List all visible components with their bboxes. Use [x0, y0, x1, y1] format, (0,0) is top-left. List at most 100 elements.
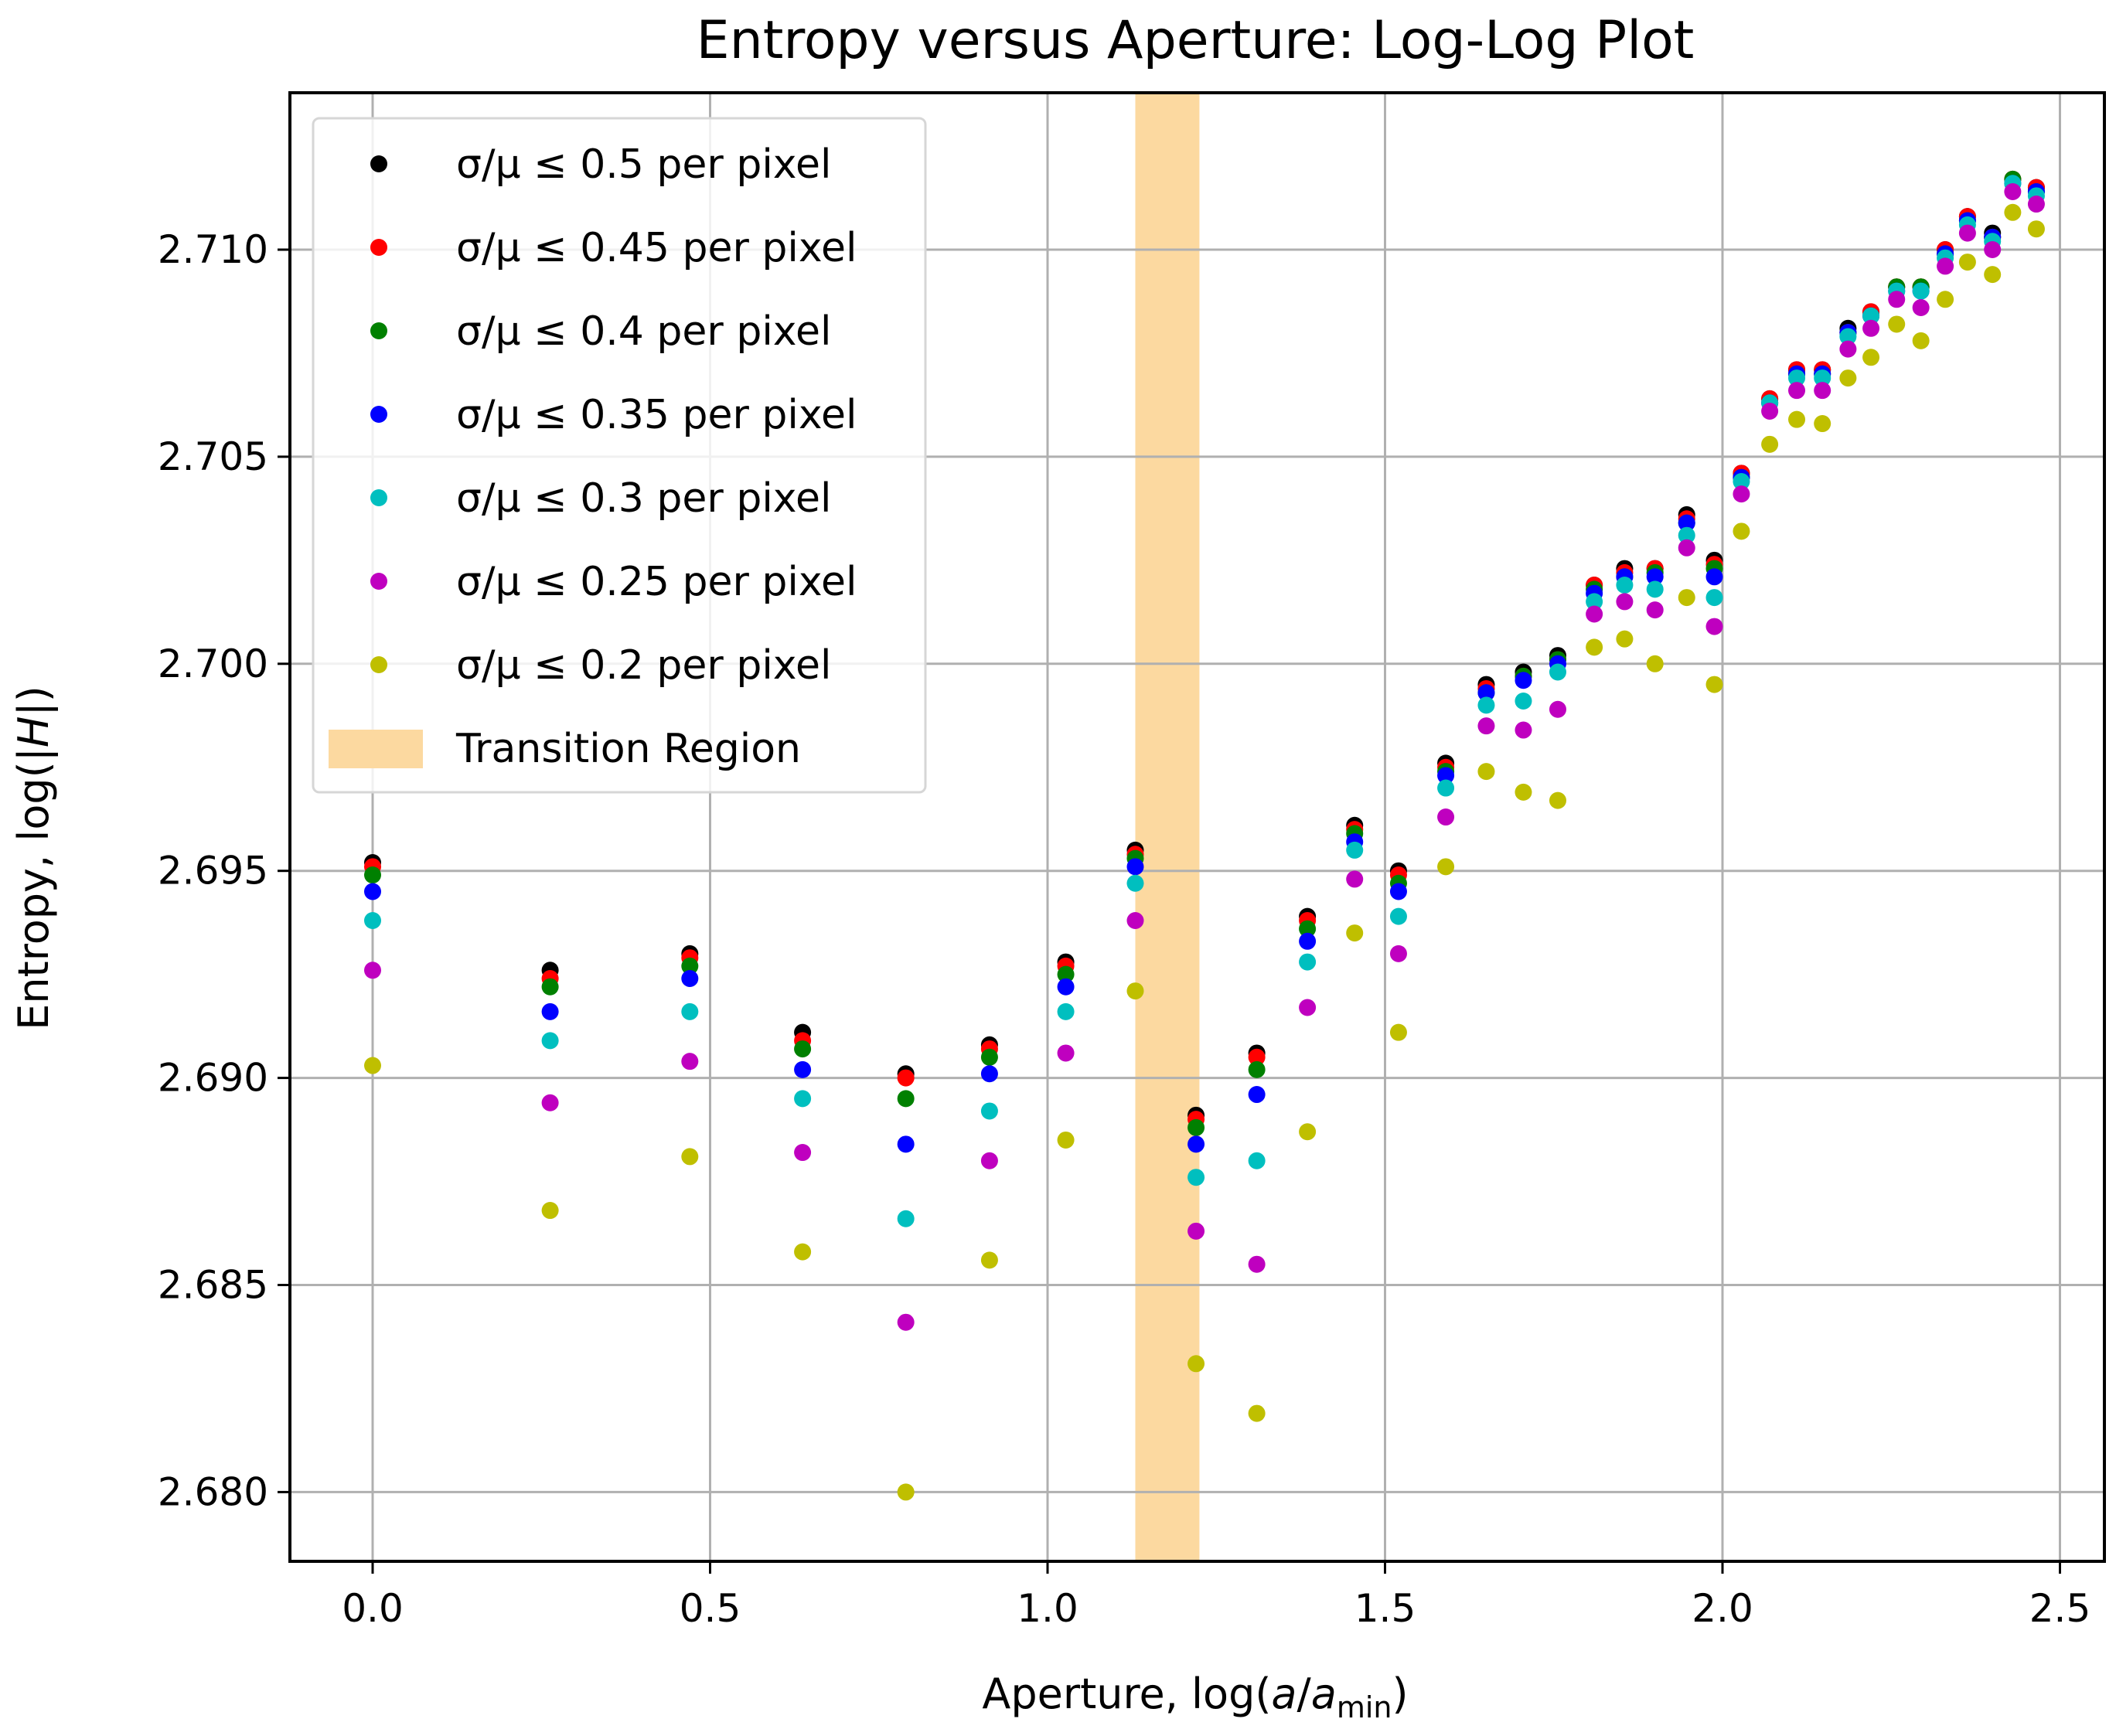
data-point [1705, 676, 1723, 693]
data-point [1705, 568, 1723, 586]
data-point [897, 1210, 915, 1227]
data-point [1477, 717, 1495, 735]
data-point [1888, 315, 1906, 333]
x-tick-label: 0.0 [342, 1586, 404, 1631]
legend-box [312, 117, 927, 794]
data-point [681, 1148, 699, 1166]
x-tick-label: 1.0 [1017, 1586, 1078, 1631]
legend-item: σ/μ ≤ 0.2 per pixel [370, 642, 831, 689]
data-point [897, 1069, 915, 1087]
legend-item: σ/μ ≤ 0.3 per pixel [370, 475, 831, 522]
legend-marker [370, 155, 387, 172]
data-point [1437, 779, 1455, 797]
data-point [1248, 1048, 1266, 1066]
data-point [794, 1040, 812, 1058]
data-point [897, 1090, 915, 1108]
legend-label: σ/μ ≤ 0.25 per pixel [456, 559, 857, 605]
data-point [1888, 291, 1906, 308]
data-point [1814, 382, 1831, 400]
y-axis-label: Entropy, log(|H|) [9, 686, 58, 1030]
axes: 0.0 0.5 1.0 1.5 2.0 2.5 2.680 2.685 2.690 2.695 2.… [158, 91, 2106, 1631]
data-point [1126, 858, 1144, 876]
data-point [1912, 332, 1930, 349]
data-point [1788, 369, 1806, 387]
data-point [1958, 254, 1976, 271]
data-point [364, 962, 381, 979]
data-point [1839, 328, 1857, 345]
data-point [1733, 523, 1750, 540]
data-point [1126, 874, 1144, 892]
data-point [1437, 858, 1455, 876]
data-point [541, 1094, 559, 1111]
data-point [980, 1251, 998, 1269]
y-tick-label: 2.700 [158, 642, 268, 686]
legend-marker [370, 489, 387, 506]
data-point [897, 1483, 915, 1501]
legend-patch [329, 730, 423, 768]
data-point [1477, 696, 1495, 714]
data-point [1586, 605, 1603, 623]
legend-item: σ/μ ≤ 0.35 per pixel [370, 392, 857, 438]
data-point [1733, 473, 1750, 491]
data-point [2027, 220, 2045, 238]
data-point [1389, 1023, 1407, 1041]
data-point [1814, 415, 1831, 433]
data-point [1126, 911, 1144, 929]
legend-label: σ/μ ≤ 0.45 per pixel [456, 225, 857, 271]
data-point [1586, 593, 1603, 611]
data-point [1126, 982, 1144, 1000]
data-point [1187, 1355, 1205, 1373]
legend-label: σ/μ ≤ 0.3 per pixel [456, 475, 831, 522]
data-point [1839, 369, 1857, 387]
data-point [1515, 693, 1532, 710]
data-point [1678, 514, 1695, 532]
data-point [364, 883, 381, 900]
data-point [364, 911, 381, 929]
data-point [794, 1090, 812, 1108]
data-point [1862, 307, 1880, 325]
data-point [980, 1152, 998, 1169]
data-point [1616, 593, 1634, 611]
data-point [1057, 1044, 1075, 1062]
legend-item: σ/μ ≤ 0.4 per pixel [370, 308, 831, 355]
data-point [1515, 783, 1532, 801]
data-point [1187, 1118, 1205, 1136]
legend-marker [370, 573, 387, 590]
data-point [1616, 630, 1634, 648]
y-tick-label: 2.690 [158, 1056, 268, 1101]
legend-marker [370, 322, 387, 339]
data-point [1586, 638, 1603, 656]
legend-label: σ/μ ≤ 0.2 per pixel [456, 642, 831, 689]
y-tick-label: 2.710 [158, 227, 268, 272]
data-point [1248, 1404, 1266, 1422]
data-point [1057, 1131, 1075, 1149]
data-point [1984, 241, 2002, 258]
data-point [1389, 945, 1407, 962]
data-point [1346, 870, 1364, 888]
data-point [1057, 978, 1075, 996]
data-point [980, 1102, 998, 1120]
plot-frame [288, 91, 2106, 1563]
data-point [1646, 568, 1664, 586]
data-point [1678, 589, 1695, 607]
data-point [681, 970, 699, 988]
y-tick-label: 2.695 [158, 849, 268, 894]
transition-region-band [1135, 93, 1200, 1561]
data-point [1515, 672, 1532, 689]
legend-label: σ/μ ≤ 0.5 per pixel [456, 141, 831, 188]
data-point [1646, 580, 1664, 598]
data-point [1389, 907, 1407, 925]
data-point [364, 1057, 381, 1074]
legend-marker [370, 406, 387, 423]
data-point [681, 1002, 699, 1020]
data-point [1862, 349, 1880, 366]
data-point [1678, 526, 1695, 544]
data-point [681, 1053, 699, 1071]
data-point [1761, 435, 1779, 453]
legend-label: Transition Region [455, 726, 801, 772]
data-point [1057, 965, 1075, 983]
data-point [1937, 257, 1954, 275]
data-point [1248, 1255, 1266, 1273]
data-point [1839, 340, 1857, 358]
data-point [897, 1313, 915, 1331]
